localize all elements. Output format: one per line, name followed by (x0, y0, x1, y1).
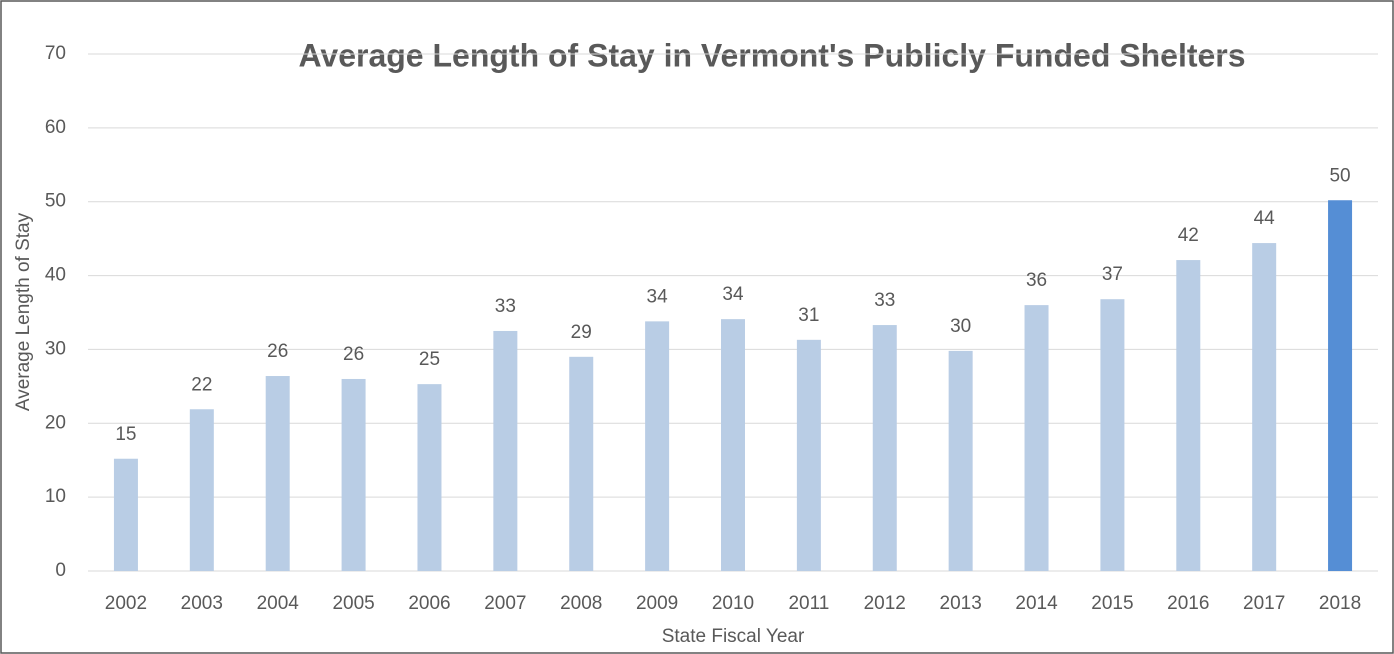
bar (341, 378, 366, 571)
bar (189, 409, 214, 571)
y-tick-label: 40 (45, 265, 66, 286)
data-label: 37 (1102, 264, 1123, 285)
bar (1328, 200, 1353, 572)
bar (493, 330, 518, 571)
x-tick-label: 2018 (1319, 593, 1361, 614)
x-tick-label: 2016 (1167, 593, 1209, 614)
data-label: 15 (115, 424, 136, 445)
x-tick-label: 2009 (636, 593, 678, 614)
y-tick-label: 60 (45, 117, 66, 138)
x-tick-label: 2011 (788, 593, 829, 614)
data-label: 33 (495, 296, 516, 317)
data-label: 42 (1178, 225, 1199, 246)
y-tick-label: 0 (55, 560, 66, 581)
x-tick-label: 2014 (1015, 593, 1058, 614)
bar (1024, 305, 1049, 571)
data-label: 31 (798, 305, 819, 326)
bar (796, 339, 821, 571)
data-label: 33 (874, 290, 895, 311)
bar (1252, 243, 1277, 571)
x-tick-label: 2005 (332, 593, 374, 614)
data-label: 26 (343, 344, 364, 365)
y-axis-label: Average Length of Stay (13, 212, 34, 411)
data-label: 22 (191, 374, 212, 395)
bar (417, 384, 442, 571)
y-tick-label: 70 (45, 43, 66, 64)
x-tick-label: 2013 (940, 593, 982, 614)
data-label: 34 (722, 284, 744, 305)
x-tick-label: 2017 (1243, 593, 1285, 614)
x-tick-label: 2015 (1091, 593, 1133, 614)
bar (569, 356, 594, 571)
bar (1100, 299, 1125, 571)
bar (872, 325, 897, 571)
bar (948, 350, 973, 571)
data-label: 34 (647, 286, 669, 307)
x-tick-label: 2002 (105, 593, 147, 614)
data-label: 25 (419, 349, 440, 370)
y-tick-label: 10 (45, 486, 66, 507)
x-tick-label: 2010 (712, 593, 754, 614)
bar (645, 321, 670, 571)
x-tick-label: 2008 (560, 593, 602, 614)
x-tick-label: 2006 (408, 593, 450, 614)
x-tick-label: 2012 (864, 593, 906, 614)
bar (1176, 260, 1201, 571)
x-axis-label: State Fiscal Year (662, 626, 805, 647)
x-tick-label: 2007 (484, 593, 526, 614)
data-label: 36 (1026, 270, 1047, 291)
y-tick-label: 20 (45, 412, 66, 433)
data-label: 30 (950, 316, 971, 337)
x-tick-label: 2003 (181, 593, 223, 614)
data-label: 29 (571, 322, 592, 343)
bar (113, 458, 138, 571)
data-label: 50 (1329, 165, 1350, 186)
y-tick-label: 30 (45, 338, 66, 359)
chart-title: Average Length of Stay in Vermont's Publ… (298, 37, 1245, 73)
bar (265, 376, 290, 571)
x-tick-label: 2004 (257, 593, 300, 614)
data-label: 26 (267, 341, 288, 362)
y-tick-label: 50 (45, 191, 66, 212)
bar (721, 319, 745, 571)
data-label: 44 (1254, 208, 1276, 229)
